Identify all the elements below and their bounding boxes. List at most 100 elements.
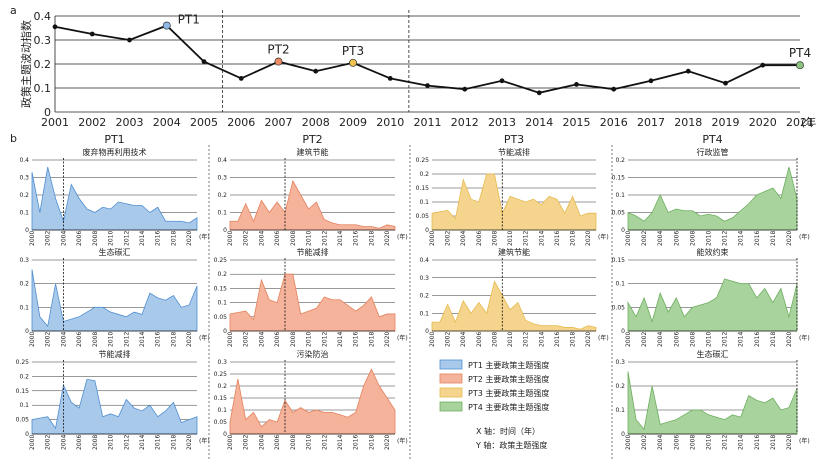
panel-b-ytick-label: 0.1 (19, 402, 29, 409)
panel-b-xtick-label: 2004 (657, 332, 664, 347)
panel-b-year-unit: (年) (799, 233, 810, 241)
panel-a-series-line (54, 24, 800, 94)
panel-a-xtick-label: 2007 (265, 116, 293, 129)
legend-swatch (439, 401, 463, 412)
panel-a-highlight-point (274, 57, 283, 66)
panel-a-data-point (536, 90, 542, 96)
panel-b-xtick-label: 2000 (227, 231, 234, 246)
panel-b-xtick-label: 2006 (274, 435, 281, 450)
panel-b-ytick-label: 0.25 (214, 257, 228, 264)
panel-b-ytick-label: 0.4 (217, 157, 227, 164)
panel-b-ytick-label: 0 (621, 431, 625, 438)
panel-b-chart-title: 节能减排 (498, 147, 530, 157)
panel-a-label: a (10, 4, 17, 17)
panel-b-ytick-label: 0.1 (615, 407, 625, 414)
panel-b-xtick-label: 2000 (625, 435, 632, 450)
panel-b-ytick-label: 0 (425, 227, 429, 234)
panel-b-xtick-label: 2018 (368, 332, 375, 347)
panel-b-ytick-label: 0.05 (612, 304, 626, 311)
panel-b-xtick-label: 2006 (673, 435, 680, 450)
panel-b-xtick-label: 2002 (445, 231, 452, 246)
panel-b-year-unit: (年) (799, 437, 810, 445)
panel-b-xtick-label: 2000 (29, 435, 36, 450)
panel-b-xtick-label: 2002 (45, 332, 52, 347)
panel-a-xtick-label: 2021 (786, 116, 814, 129)
panel-b-xtick-label: 2020 (186, 332, 193, 347)
panel-b-ytick-label: 0 (425, 328, 429, 335)
panel-b-xtick-label: 2004 (460, 231, 467, 246)
panel-a-data-point (462, 86, 468, 92)
panel-b-xtick-label: 2000 (227, 332, 234, 347)
panel-b-xtick-label: 2010 (507, 231, 514, 246)
panel-a-ytick-label: 0.4 (34, 10, 52, 23)
panel-b-ytick-label: 0.3 (217, 359, 227, 366)
panel-b-ytick-label: 0.2 (217, 383, 227, 390)
panel-b-xtick-label: 2020 (585, 231, 592, 246)
legend-swatch (439, 373, 463, 384)
panel-b-xtick-label: 2012 (523, 231, 530, 246)
panel-b-xtick-label: 2014 (139, 435, 146, 450)
panel-b-ytick-label: 0.1 (217, 407, 227, 414)
panel-b-ytick-label: 0.1 (217, 210, 227, 217)
panel-b-xtick-label: 2018 (368, 435, 375, 450)
panel-b-xtick-label: 2004 (60, 231, 67, 246)
panel-b-year-unit: (年) (199, 437, 210, 445)
panel-b-ytick-label: 0.3 (19, 175, 29, 182)
panel-b-xtick-label: 2008 (491, 231, 498, 246)
panel-b-xtick-label: 2006 (76, 332, 83, 347)
panel-b-xtick-label: 2020 (384, 435, 391, 450)
panel-b-ytick-label: 0.15 (612, 257, 626, 264)
panel-b-xtick-label: 2016 (554, 332, 561, 347)
panel-b-ytick-label: 0.3 (217, 175, 227, 182)
panel-b-xtick-label: 2002 (641, 231, 648, 246)
panel-b-area-series (431, 173, 597, 231)
panel-a-xtick-label: 2016 (600, 116, 628, 129)
panel-b-ytick-label: 0.05 (214, 419, 228, 426)
panel-b-xtick-label: 2000 (429, 332, 436, 347)
panel-b-ytick-label: 0 (223, 431, 227, 438)
panel-b-xtick-label: 2006 (274, 231, 281, 246)
panel-b-xtick-label: 2002 (45, 435, 52, 450)
panel-b-ytick-label: 0.2 (419, 171, 429, 178)
panel-b-xtick-label: 2002 (641, 435, 648, 450)
panel-b-xtick-label: 2014 (337, 435, 344, 450)
panel-b-xtick-label: 2012 (123, 435, 130, 450)
panel-b-ytick-label: 0.15 (214, 285, 228, 292)
panel-b-xtick-label: 2004 (60, 435, 67, 450)
panel-a-xtick-label: 2020 (749, 116, 777, 129)
panel-b-ytick-label: 0.25 (416, 157, 430, 164)
panel-b-xtick-label: 2004 (460, 332, 467, 347)
panel-b-ytick-label: 0.05 (612, 210, 626, 217)
panel-b-xtick-label: 2008 (689, 231, 696, 246)
panel-b-xtick-label: 2014 (337, 231, 344, 246)
panel-a-data-point (238, 76, 244, 81)
panel-b-xtick-label: 2002 (445, 332, 452, 347)
panel-a-ylabel: 政策主题波动指数 (19, 20, 33, 108)
panel-b-xtick-label: 2006 (673, 231, 680, 246)
panel-b-xtick-label: 2008 (689, 435, 696, 450)
panel-b-xtick-label: 2008 (491, 332, 498, 347)
panel-b-ytick-label: 0 (621, 328, 625, 335)
panel-b-xtick-label: 2018 (570, 231, 577, 246)
panel-b-xtick-label: 2008 (92, 435, 99, 450)
panel-b-xtick-label: 2020 (786, 332, 793, 347)
panel-b-xtick-label: 2016 (155, 231, 162, 246)
panel-a-xtick-label: 2015 (563, 116, 591, 129)
legend-label: PT2 主要政策主题强度 (468, 374, 549, 384)
panel-b-xtick-label: 2012 (523, 332, 530, 347)
panel-a-xtick-label: 2017 (637, 116, 665, 129)
axis-note: Y 轴：政策主题强度 (475, 440, 547, 450)
legend-label: PT3 主要政策主题强度 (468, 388, 549, 398)
panel-b-xtick-label: 2008 (689, 332, 696, 347)
panel-b-ytick-label: 0 (223, 227, 227, 234)
panel-b-ytick-label: 0.2 (217, 271, 227, 278)
panel-b-xtick-label: 2020 (786, 435, 793, 450)
panel-b-year-unit: (年) (799, 334, 810, 342)
panel-b-xtick-label: 2004 (258, 231, 265, 246)
panel-b-xtick-label: 2014 (738, 231, 745, 246)
panel-b-ytick-label: 0.1 (615, 192, 625, 199)
panel-b-column-title: PT3 (504, 133, 524, 146)
panel-a-point-label: PT1 (178, 13, 200, 27)
panel-b-xtick-label: 2012 (123, 231, 130, 246)
panel-b-xtick-label: 2010 (306, 435, 313, 450)
